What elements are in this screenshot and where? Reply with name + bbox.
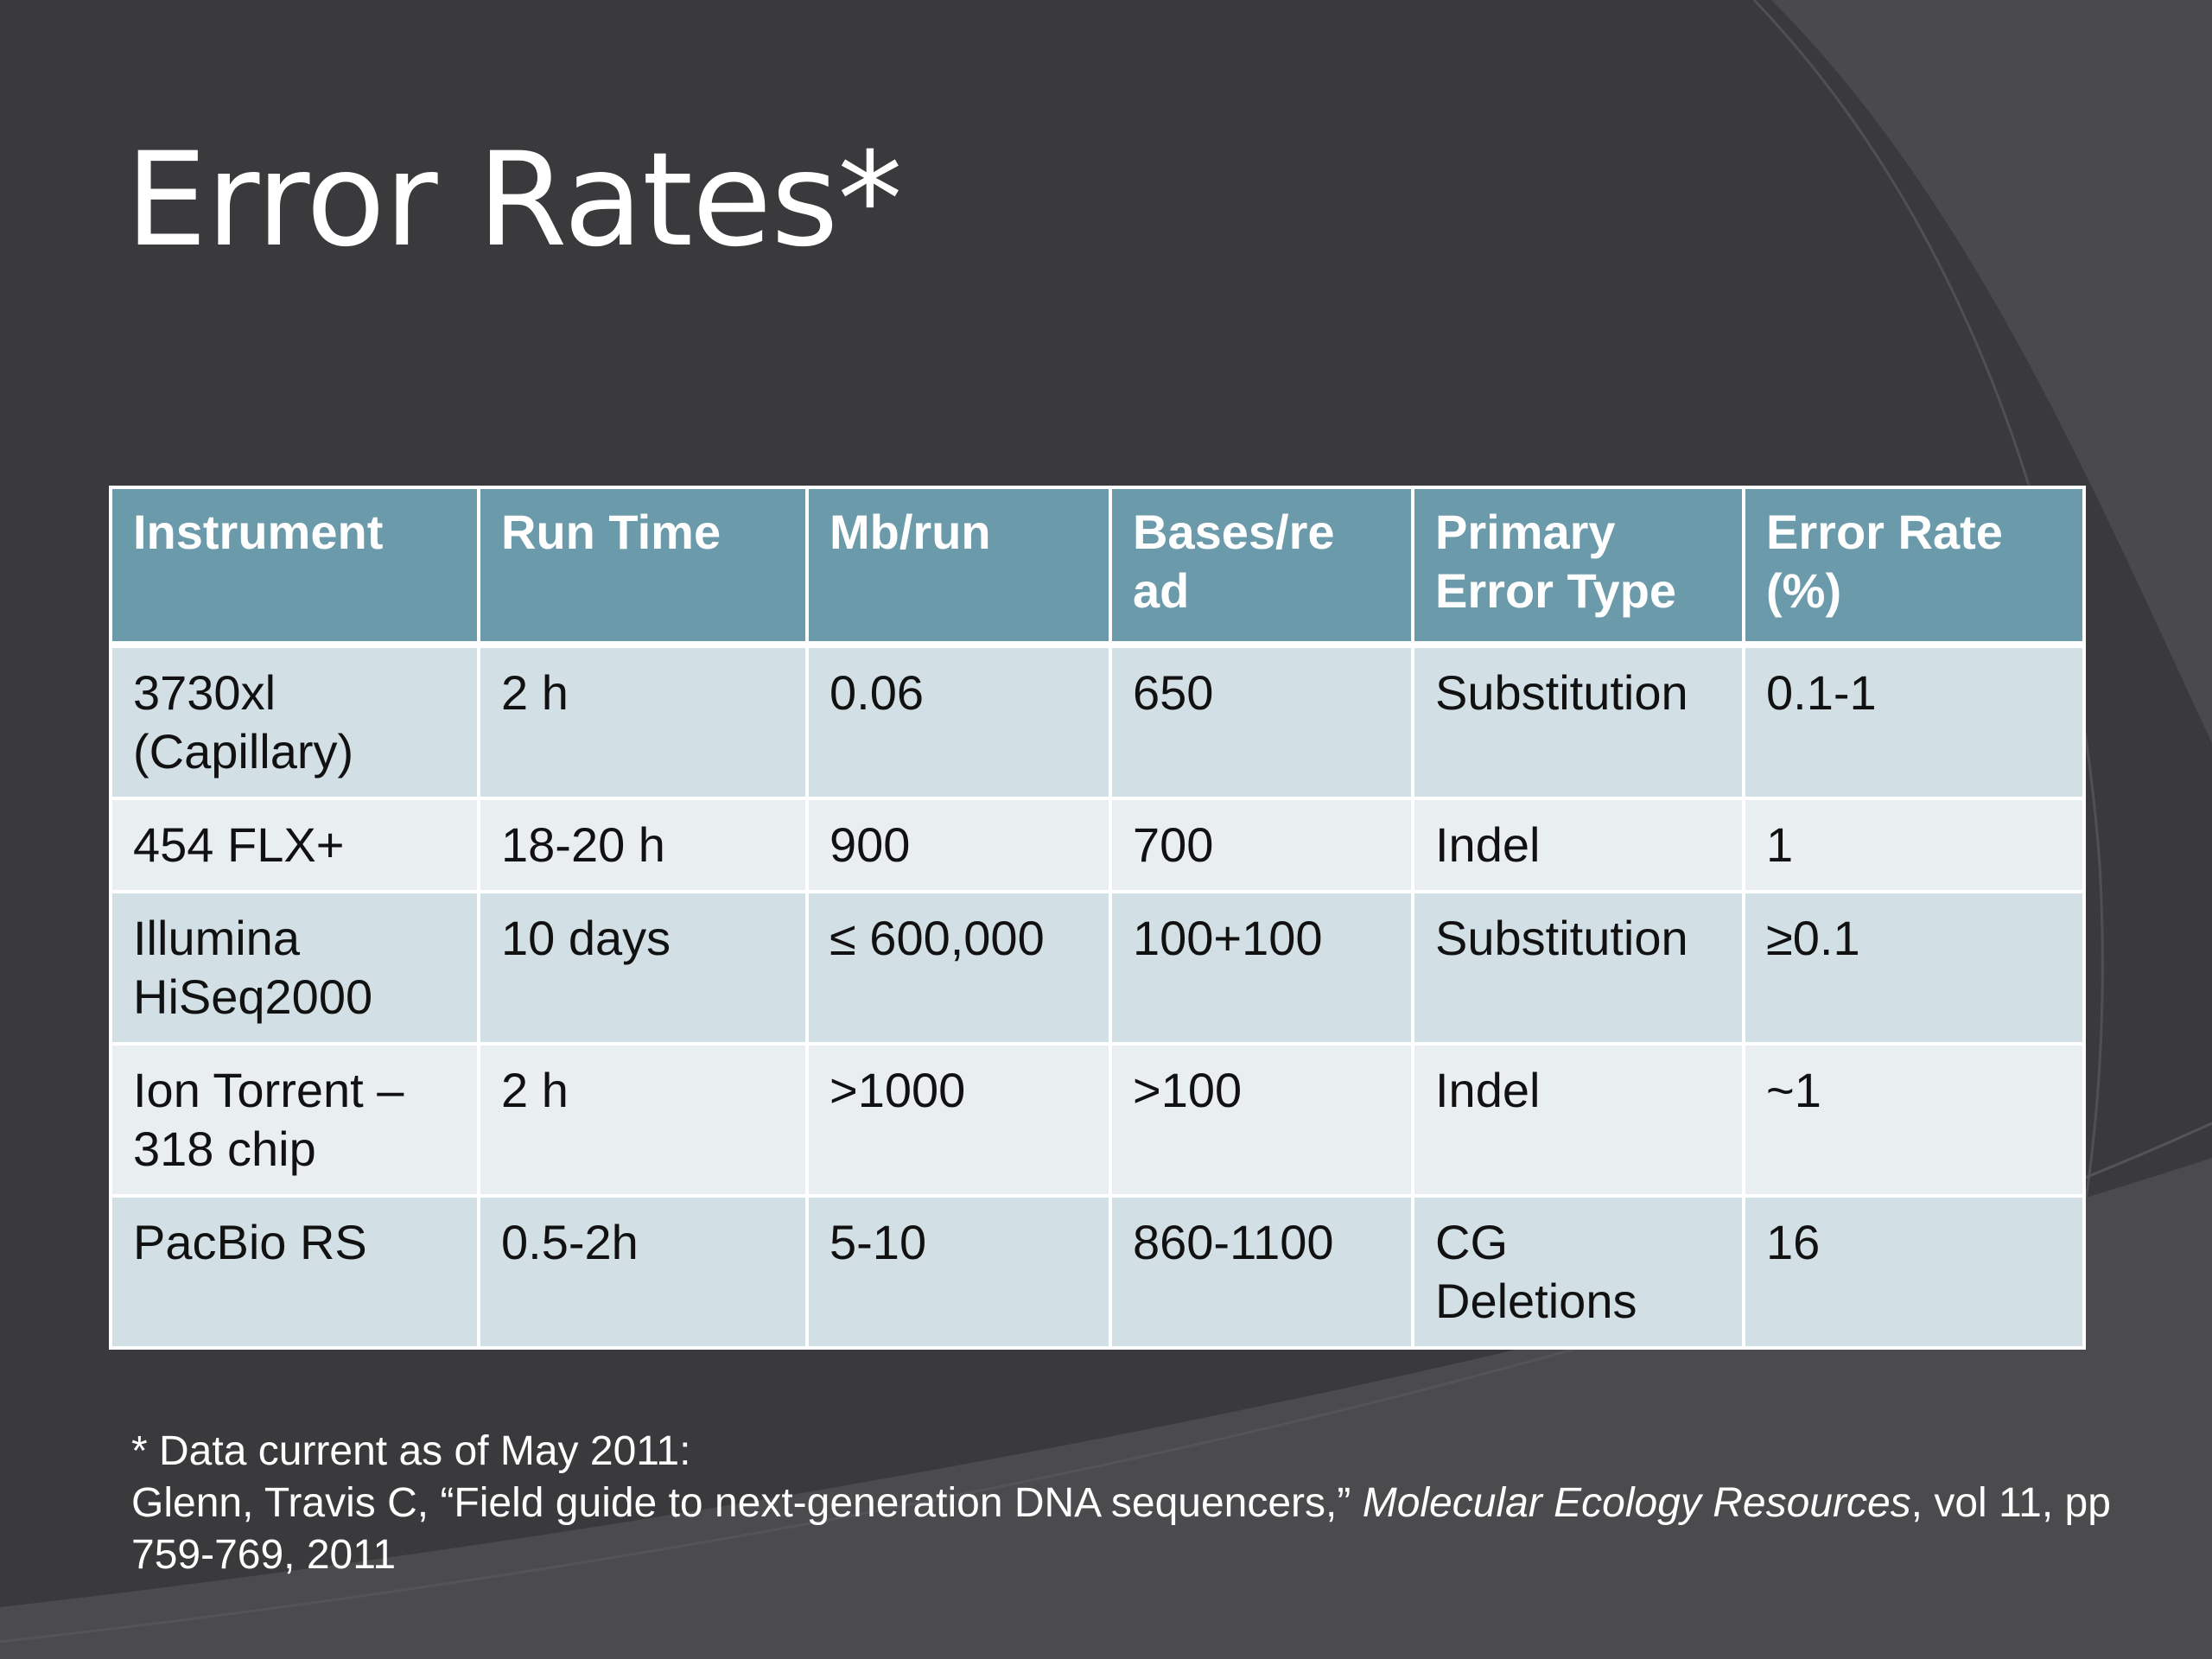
cell-primary-error-type: Substitution <box>1411 643 1745 800</box>
cell-run-time: 0.5-2h <box>477 1194 809 1350</box>
cell-bases-per-read: >100 <box>1109 1042 1414 1198</box>
cell-bases-per-read: 650 <box>1109 643 1414 800</box>
cell-run-time: 2 h <box>477 1042 809 1198</box>
cell-error-rate: ~1 <box>1742 1042 2086 1198</box>
header-run-time: Run Time <box>477 486 809 646</box>
citation-authors-title: Glenn, Travis C, “Field guide to next-ge… <box>131 1480 1363 1526</box>
cell-run-time: 10 days <box>477 890 809 1046</box>
cell-mb-per-run: 5-10 <box>805 1194 1112 1350</box>
table-row: Ion Torrent – 318 chip 2 h >1000 >100 In… <box>109 1042 2086 1198</box>
error-rates-table-container: Instrument Run Time Mb/run Bases/re ad P… <box>109 486 2086 1350</box>
table-row: PacBio RS 0.5-2h 5-10 860-1100 CG Deleti… <box>109 1194 2086 1350</box>
footnote-date-note: * Data current as of May 2011: <box>131 1428 691 1474</box>
header-instrument: Instrument <box>109 486 480 646</box>
footnote: * Data current as of May 2011: Glenn, Tr… <box>131 1426 2119 1581</box>
cell-mb-per-run: >1000 <box>805 1042 1112 1198</box>
table-row: Illumina HiSeq2000 10 days ≤ 600,000 100… <box>109 890 2086 1046</box>
cell-primary-error-type: CG Deletions <box>1411 1194 1745 1350</box>
cell-error-rate: 0.1-1 <box>1742 643 2086 800</box>
cell-mb-per-run: ≤ 600,000 <box>805 890 1112 1046</box>
cell-instrument: 454 FLX+ <box>109 797 480 893</box>
cell-error-rate: ≥0.1 <box>1742 890 2086 1046</box>
cell-mb-per-run: 900 <box>805 797 1112 893</box>
table-row: 3730xl (Capillary) 2 h 0.06 650 Substitu… <box>109 643 2086 800</box>
cell-instrument: Illumina HiSeq2000 <box>109 890 480 1046</box>
footnote-citation: Glenn, Travis C, “Field guide to next-ge… <box>131 1478 2119 1581</box>
cell-error-rate: 16 <box>1742 1194 2086 1350</box>
cell-run-time: 2 h <box>477 643 809 800</box>
bottom-swoosh-band <box>0 1158 2212 1659</box>
right-swoosh-band <box>1771 0 2212 743</box>
citation-journal: Molecular Ecology Resources <box>1362 1480 1911 1526</box>
cell-mb-per-run: 0.06 <box>805 643 1112 800</box>
cell-bases-per-read: 100+100 <box>1109 890 1414 1046</box>
header-mb-per-run: Mb/run <box>805 486 1112 646</box>
cell-primary-error-type: Indel <box>1411 1042 1745 1198</box>
cell-bases-per-read: 860-1100 <box>1109 1194 1414 1350</box>
header-error-rate: Error Rate (%) <box>1742 486 2086 646</box>
cell-instrument: 3730xl (Capillary) <box>109 643 480 800</box>
cell-instrument: Ion Torrent – 318 chip <box>109 1042 480 1198</box>
header-primary-error-type: Primary Error Type <box>1411 486 1745 646</box>
citation-volume-pages: , vol 11, pp 759-769, 2011 <box>131 1480 2111 1578</box>
error-rates-table: Instrument Run Time Mb/run Bases/re ad P… <box>109 486 2086 1350</box>
cell-bases-per-read: 700 <box>1109 797 1414 893</box>
slide-title: Error Rates* <box>125 125 902 276</box>
cell-run-time: 18-20 h <box>477 797 809 893</box>
table-header-row: Instrument Run Time Mb/run Bases/re ad P… <box>109 486 2086 646</box>
cell-primary-error-type: Substitution <box>1411 890 1745 1046</box>
cell-error-rate: 1 <box>1742 797 2086 893</box>
table-row: 454 FLX+ 18-20 h 900 700 Indel 1 <box>109 797 2086 893</box>
cell-primary-error-type: Indel <box>1411 797 1745 893</box>
cell-instrument: PacBio RS <box>109 1194 480 1350</box>
header-bases-per-read: Bases/re ad <box>1109 486 1414 646</box>
